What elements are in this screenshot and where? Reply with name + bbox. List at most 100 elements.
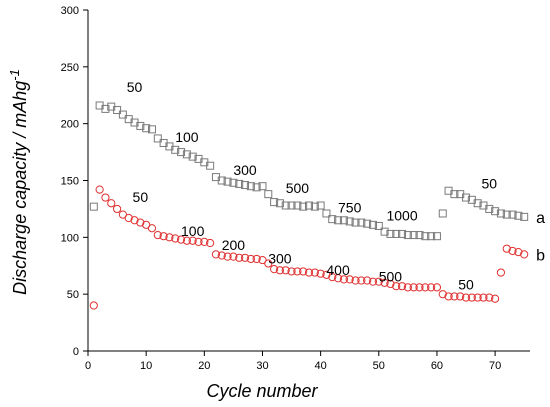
- series-b-point: [182, 236, 191, 245]
- series-b-point: [316, 269, 325, 278]
- series-a-point: [287, 201, 296, 210]
- series-a-point: [217, 176, 226, 185]
- series-a-point: [427, 232, 436, 241]
- series-b-point: [211, 250, 221, 259]
- series-a-point: [345, 217, 354, 226]
- series-a-point: [351, 218, 360, 227]
- rate-annotation: 50: [133, 189, 149, 205]
- series-b-point: [304, 268, 314, 277]
- series-b-point: [159, 232, 168, 241]
- series-b-point: [380, 278, 389, 287]
- rate-annotation: 400: [326, 262, 350, 278]
- series-a-point: [147, 125, 156, 134]
- y-tick-label: 0: [73, 346, 79, 358]
- series-a-point: [264, 190, 273, 199]
- series-a-point: [310, 202, 319, 211]
- series-a-point: [380, 227, 389, 236]
- x-tick-label: 0: [85, 360, 91, 372]
- series-b-point: [275, 266, 285, 275]
- series-a-point: [153, 134, 162, 143]
- series-b-point: [281, 266, 290, 275]
- series-b-point: [397, 282, 407, 291]
- series-b-point: [345, 275, 354, 284]
- series-a-point: [171, 145, 180, 154]
- series-b-point: [136, 218, 145, 227]
- series-a-point: [438, 209, 447, 218]
- series-a-point: [485, 204, 494, 213]
- series-a-point: [339, 216, 348, 225]
- y-axis-title-main: Discharge capacity / mAhg: [10, 81, 30, 295]
- series-b-markers: [89, 185, 529, 310]
- series-a-point: [403, 231, 412, 240]
- series-b-point: [374, 277, 383, 286]
- series-a-point: [118, 110, 127, 119]
- y-axis-title: Discharge capacity / mAhg-1: [7, 69, 30, 295]
- series-b-point: [328, 273, 337, 282]
- y-tick-label: 100: [61, 232, 79, 244]
- series-b-point: [456, 292, 465, 301]
- rate-annotation: 1000: [386, 207, 417, 223]
- series-b-point: [514, 248, 523, 257]
- series-a-point: [275, 199, 284, 208]
- series-b-point: [107, 199, 116, 208]
- x-tick-label: 10: [140, 360, 152, 372]
- series-b-point: [438, 290, 447, 299]
- series-a-point: [473, 199, 482, 208]
- series-b-point: [496, 268, 506, 277]
- y-tick-label: 50: [67, 289, 79, 301]
- series-b-point: [479, 293, 488, 302]
- series-b-point: [188, 236, 197, 245]
- series-a-point: [502, 210, 511, 219]
- series-a-point: [496, 209, 505, 218]
- series-b-point: [461, 293, 471, 302]
- series-b-point: [101, 193, 110, 202]
- rate-annotation: 50: [482, 175, 498, 191]
- series-a-point: [246, 182, 255, 191]
- series-b-point: [293, 267, 302, 276]
- series-a-point: [450, 190, 459, 199]
- series-a-point: [386, 229, 395, 238]
- series-b-point: [95, 185, 104, 194]
- y-tick-label: 250: [61, 62, 79, 74]
- series-b-point: [130, 216, 139, 225]
- series-b-point: [450, 292, 459, 301]
- x-tick-label: 30: [256, 360, 268, 372]
- x-axis-title: Cycle number: [206, 381, 318, 401]
- series-b-point: [287, 267, 296, 276]
- series-b-point: [339, 275, 348, 284]
- series-b-point: [467, 293, 476, 302]
- series-a-point: [223, 177, 232, 186]
- series-b-point: [444, 292, 453, 301]
- series-b-point: [322, 270, 331, 279]
- series-b-point: [392, 282, 401, 291]
- series-a-point: [357, 218, 366, 227]
- series-b-point: [235, 253, 244, 262]
- rate-annotation: 50: [458, 277, 474, 293]
- x-tick-label: 40: [315, 360, 327, 372]
- series-a-point: [281, 201, 290, 210]
- series-b-point: [427, 283, 436, 292]
- series-b-point: [89, 301, 98, 310]
- series-b-point: [171, 234, 180, 243]
- series-a-markers: [89, 101, 529, 241]
- series-b-point: [252, 254, 261, 264]
- x-tick-label: 60: [431, 360, 443, 372]
- series-a-point: [101, 104, 110, 113]
- series-a-point: [398, 229, 407, 238]
- series-a-point: [432, 232, 441, 241]
- series-a-point: [136, 121, 145, 130]
- series-a-point: [363, 219, 372, 228]
- series-b-point: [409, 283, 418, 292]
- series-a-tag: a: [536, 210, 545, 227]
- ticks: 0 10 20 30 40 50 60 70 0 50 100 150 200 250 300: [61, 5, 502, 372]
- series-b-point: [485, 293, 494, 302]
- series-a-point: [305, 201, 313, 210]
- series-b-point: [491, 294, 500, 303]
- series-a-point: [177, 148, 186, 157]
- series-a-point: [252, 183, 261, 192]
- series-b-point: [229, 252, 238, 261]
- series-a-point: [293, 201, 302, 210]
- series-b-point: [386, 279, 395, 289]
- series-b-point: [200, 237, 209, 246]
